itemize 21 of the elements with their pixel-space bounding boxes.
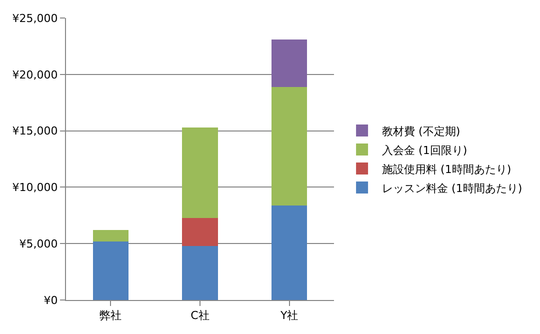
y-tick-label: ¥20,000 [12,68,58,82]
x-tick-label: Y社 [279,309,298,322]
bar [92,241,129,300]
bar [92,230,129,242]
x-tick-label: 弊社 [100,309,122,322]
bar [182,246,218,300]
y-tick-label: ¥25,000 [12,12,58,25]
x-tick-label: C社 [190,309,210,322]
legend-label: 入会金 (1回限り) [382,144,468,157]
bar [271,86,308,206]
y-tick-label: ¥5,000 [19,237,58,250]
legend-label: 教材費 (不定期) [382,124,460,138]
legend-label: レッスン料金 (1時間あたり) [382,182,522,195]
bar [182,127,218,218]
bar [271,39,308,87]
legend-label: 施設使用料 (1時間あたり) [382,162,512,176]
y-tick-label: ¥10,000 [12,181,58,194]
bar [271,205,308,300]
y-tick-label: ¥15,000 [12,124,58,138]
bar [182,218,218,246]
y-tick-label: ¥0 [44,294,58,307]
